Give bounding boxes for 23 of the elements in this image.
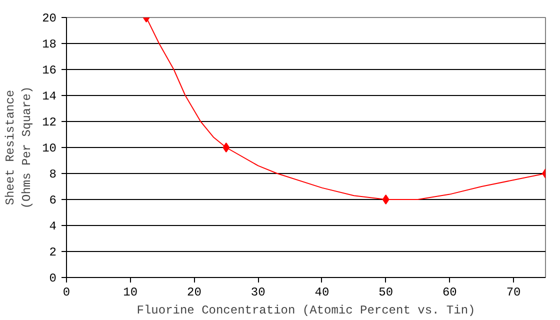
y-tick-label: 6 <box>49 194 56 208</box>
point <box>382 194 390 204</box>
x-tick-label: 30 <box>250 286 266 300</box>
y-tick-label: 16 <box>42 64 57 78</box>
y-tick-label: 8 <box>49 168 56 182</box>
y-tick-label: 2 <box>49 246 56 260</box>
x-tick-label: 20 <box>187 286 202 300</box>
y-tick-label: 14 <box>42 90 57 104</box>
y-tick-label: 18 <box>42 38 57 52</box>
y-tick-label: 10 <box>42 142 57 156</box>
x-tick-label: 50 <box>378 286 394 300</box>
point <box>222 142 230 152</box>
x-tick-label: 70 <box>506 286 521 300</box>
x-tick-label: 10 <box>123 286 138 300</box>
x-tick-label: 0 <box>62 286 70 300</box>
y-tick-label: 20 <box>42 12 57 26</box>
x-axis-title: Fluorine Concentration (Atomic Percent vs. Tin) <box>136 304 476 318</box>
x-tick-label: 60 <box>442 286 457 300</box>
y-tick-label: 4 <box>49 220 56 234</box>
x-tick-label: 40 <box>314 286 330 300</box>
y-axis-title: Sheet Resistance (Ohms Per Square) <box>3 86 34 209</box>
y-tick-label: 0 <box>49 272 56 286</box>
y-tick-label: 12 <box>42 116 57 130</box>
